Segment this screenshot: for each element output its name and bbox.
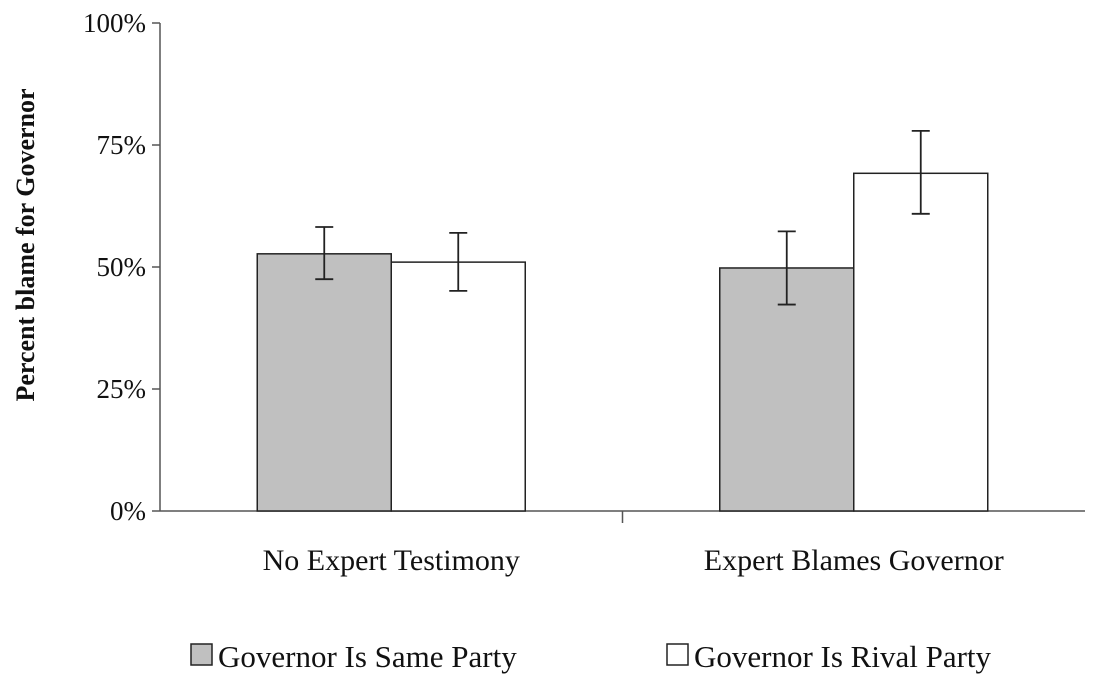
y-tick-label: 50% xyxy=(97,252,147,282)
y-tick-label: 75% xyxy=(97,130,147,160)
y-tick-label: 25% xyxy=(97,374,147,404)
legend-swatch-same-party xyxy=(190,643,213,666)
bar-rival-party-0 xyxy=(390,261,526,512)
y-axis-title: Percent blame for Governor xyxy=(11,88,40,401)
y-tick-label: 0% xyxy=(110,496,146,526)
legend-label-same-party: Governor Is Same Party xyxy=(218,639,517,674)
bar-same-party-0 xyxy=(256,253,392,512)
x-category-label: No Expert Testimony xyxy=(263,544,520,577)
legend: Governor Is Same Party Governor Is Rival… xyxy=(190,639,992,674)
x-category-label: Expert Blames Governor xyxy=(704,544,1004,577)
bar-rival-party-1 xyxy=(853,172,989,512)
labels: 0% 25% 50% 75% 100% No Expert Testimony Expert… xyxy=(83,8,1004,577)
bar-same-party-1 xyxy=(719,267,855,512)
y-tick-label: 100% xyxy=(83,8,146,38)
legend-label-rival-party: Governor Is Rival Party xyxy=(694,639,992,674)
legend-swatch-rival-party xyxy=(666,643,689,666)
bars xyxy=(256,172,989,512)
error-bars xyxy=(315,129,930,306)
